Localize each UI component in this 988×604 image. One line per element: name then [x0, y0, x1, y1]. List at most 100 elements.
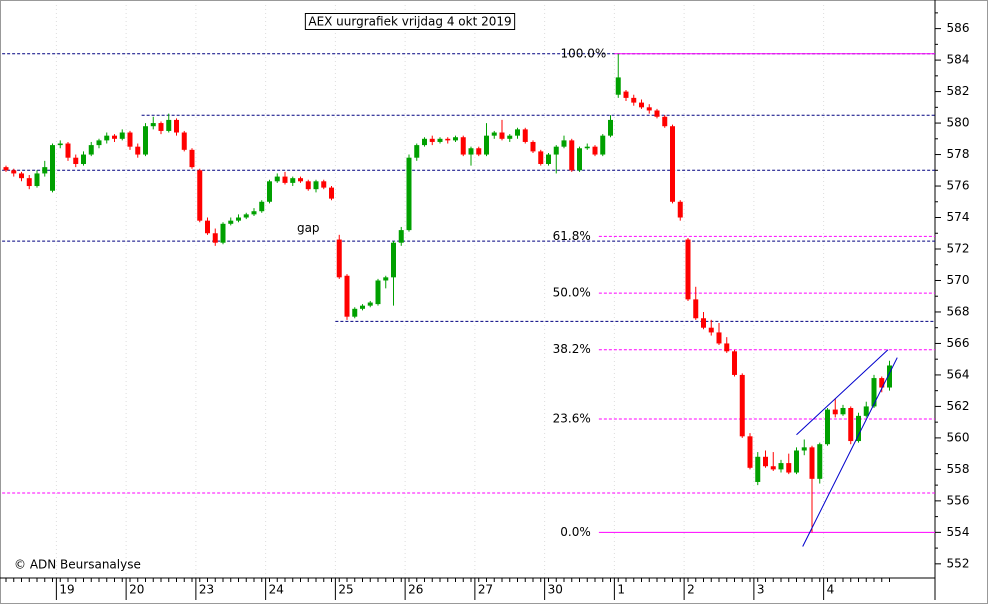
candle-body [592, 146, 598, 155]
y-tick-label: 578 [947, 147, 970, 161]
candle-body [274, 176, 280, 182]
candle-body [747, 436, 753, 468]
candle-body [34, 173, 40, 187]
y-tick-label: 566 [947, 336, 970, 350]
candle-body [150, 123, 156, 127]
candle-body [871, 378, 877, 407]
candle-body [515, 129, 520, 136]
x-tick-label: 20 [129, 583, 144, 597]
candle-body [212, 233, 218, 243]
y-tick-label: 580 [947, 116, 970, 130]
candle-body [600, 135, 606, 155]
y-tick-label: 568 [947, 304, 970, 318]
candle-body [453, 137, 458, 141]
candle-body [538, 151, 544, 164]
candle-body [825, 409, 830, 445]
candle-body [476, 148, 482, 155]
title-box [304, 13, 516, 30]
x-tick-label: 27 [478, 583, 493, 597]
candle-body [739, 374, 745, 437]
candle-body [166, 119, 172, 131]
candle-body [104, 135, 110, 141]
candle-body [112, 135, 117, 139]
y-tick-label: 574 [947, 210, 970, 224]
candle-body [429, 138, 435, 142]
candle-body [251, 211, 257, 215]
candle-body [259, 201, 265, 212]
y-tick-label: 584 [947, 53, 970, 67]
candle-body [646, 107, 652, 111]
y-tick-label: 572 [947, 241, 970, 255]
candle-body [732, 351, 737, 375]
candle-body [755, 456, 761, 482]
x-tick-label: 30 [548, 583, 563, 597]
candle-body [794, 450, 799, 473]
candle-body [670, 126, 675, 202]
y-tick-label: 554 [947, 525, 970, 539]
x-tick-label: 19 [59, 583, 74, 597]
candle-body [329, 187, 334, 199]
candle-body [96, 140, 102, 146]
candle-body [321, 181, 327, 188]
candle-body [801, 447, 807, 451]
candle-body [181, 132, 187, 150]
candle-body [499, 132, 505, 139]
candle-body [530, 141, 536, 152]
candle-body [65, 143, 71, 158]
candle-body [786, 463, 792, 473]
candle-body [770, 466, 776, 470]
candle-body [298, 178, 303, 182]
candle-body [42, 167, 48, 174]
candle-body [584, 146, 590, 149]
candle-body [809, 447, 815, 479]
level-label: 61.8% [553, 229, 591, 243]
trend-line [796, 349, 889, 436]
candle-body [127, 132, 133, 147]
candle-body [11, 170, 17, 174]
candle-body [220, 223, 226, 243]
candle-body [778, 463, 784, 470]
annotation: gap [297, 221, 320, 235]
candle-body [143, 126, 148, 155]
candle-body [375, 280, 381, 305]
candle-body [724, 343, 730, 352]
candle-body [569, 140, 575, 171]
candle-body [135, 146, 141, 155]
y-tick-label: 576 [947, 179, 970, 193]
candle-body [460, 137, 466, 155]
candle-body [639, 102, 644, 108]
candle-body [352, 308, 358, 317]
candle-body [290, 178, 296, 183]
candle-body [701, 318, 706, 328]
candle-body [468, 148, 474, 155]
candle-body [3, 167, 9, 171]
candle-body [174, 119, 179, 133]
candle-body [398, 230, 404, 243]
y-tick-label: 586 [947, 21, 970, 35]
candle-body [522, 129, 528, 142]
candle-body [228, 220, 234, 224]
candle-body [406, 157, 412, 231]
candle-body [546, 154, 551, 164]
candle-body [685, 239, 691, 300]
y-tick-label: 582 [947, 84, 970, 98]
candle-body [856, 415, 861, 442]
candle-body [615, 77, 621, 95]
level-label: 23.6% [553, 412, 591, 426]
candle-body [623, 91, 629, 98]
candle-body [267, 181, 272, 202]
y-tick-label: 556 [947, 493, 970, 507]
candle-body [88, 145, 94, 155]
candle-body [608, 119, 613, 136]
candle-body [445, 138, 451, 141]
candle-body [50, 145, 55, 191]
x-tick-label: 1 [617, 583, 625, 597]
candle-body [553, 146, 559, 155]
candle-body [81, 154, 86, 164]
candle-body [716, 332, 722, 344]
level-label: 50.0% [553, 286, 591, 300]
candle-body [305, 181, 311, 190]
candle-body [236, 217, 241, 221]
candle-body [863, 406, 869, 416]
